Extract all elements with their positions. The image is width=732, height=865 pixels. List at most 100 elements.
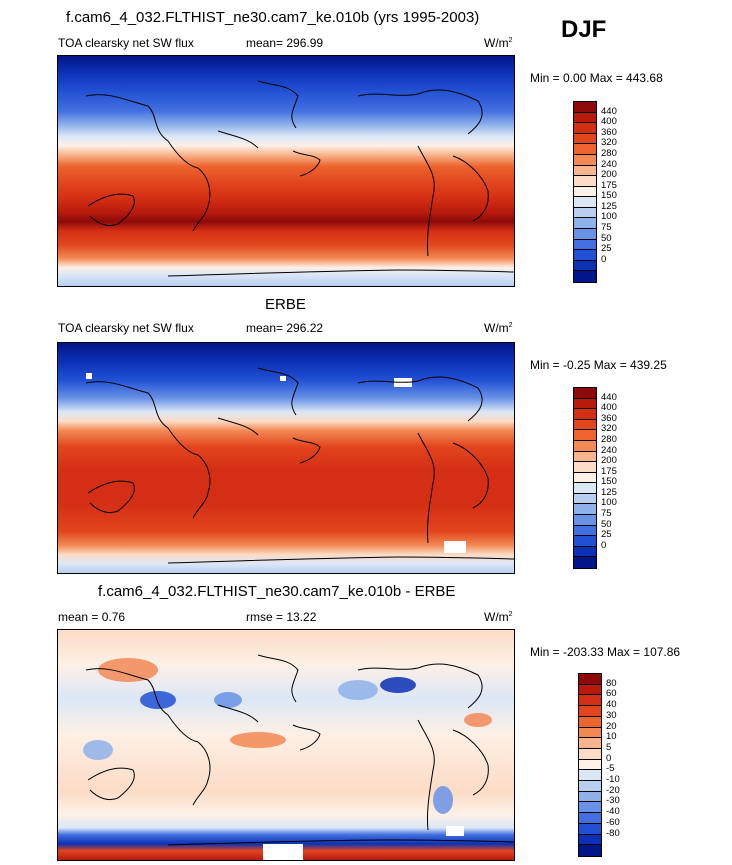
colorbar-tick-label: 320 [601, 137, 617, 149]
colorbar-tick-label: 0 [606, 752, 612, 764]
colorbar-box [574, 409, 596, 420]
colorbar-tick-label: 30 [606, 709, 617, 721]
panel1-minmax: Min = 0.00 Max = 443.68 [530, 71, 663, 85]
colorbar-tick-label: 40 [606, 699, 617, 711]
colorbar-box [579, 813, 601, 824]
colorbar-tick-label: 440 [601, 391, 617, 403]
colorbar-box [574, 546, 596, 558]
colorbar-tick-label: 50 [601, 518, 612, 530]
colorbar-box [574, 207, 596, 219]
panel1-field-label: TOA clearsky net SW flux [58, 36, 194, 50]
colorbar-box [574, 462, 596, 473]
panel3-map [57, 629, 515, 861]
colorbar-box [574, 430, 596, 441]
colorbar-tick-label: 80 [606, 677, 617, 689]
colorbar-box [579, 781, 601, 792]
panel3-mean: mean = 0.76 [58, 610, 126, 624]
colorbar-tick-label: 100 [601, 211, 617, 223]
colorbar-tick-label: -20 [606, 784, 620, 796]
colorbar-tick-label: 150 [601, 476, 617, 488]
panel3-rmse: rmse = 13.22 [246, 610, 317, 624]
colorbar-tick-label: 25 [601, 529, 612, 541]
colorbar-box [574, 451, 596, 463]
colorbar-tick-label: -60 [606, 816, 620, 828]
colorbar-box [579, 716, 601, 728]
colorbar-tick-label: 10 [606, 731, 617, 743]
panel3-title: f.cam6_4_032.FLTHIST_ne30.cam7_ke.010b -… [98, 583, 456, 600]
colorbar-box [579, 738, 601, 749]
colorbar-tick-label: 400 [601, 116, 617, 128]
colorbar-box [579, 770, 601, 782]
panel2-units: W/m2 [484, 321, 513, 335]
colorbar-tick-label: 400 [601, 402, 617, 414]
colorbar-box [579, 706, 601, 717]
colorbar-tick-label: 175 [601, 179, 617, 191]
colorbar-box [579, 684, 601, 696]
colorbar-box [574, 218, 596, 230]
colorbar-tick-label: -5 [606, 763, 615, 775]
colorbar-box [579, 802, 601, 814]
colorbar-tick-label: 200 [601, 169, 617, 181]
panel2-colorbar-ticks: 440 400 360 320 280 240 200 175 150 125 100 75 50 25 0 [601, 387, 641, 567]
colorbar-tick-label: 0 [601, 539, 607, 551]
season-label: DJF [561, 16, 607, 43]
panel3-colorbar [578, 673, 602, 857]
colorbar-box [579, 834, 601, 846]
panel1-title: f.cam6_4_032.FLTHIST_ne30.cam7_ke.010b (… [66, 9, 480, 26]
panel2-minmax: Min = -0.25 Max = 439.25 [530, 358, 667, 372]
colorbar-tick-label: 25 [601, 243, 612, 255]
colorbar-tick-label: -40 [606, 806, 620, 818]
colorbar-box [574, 154, 596, 166]
colorbar-tick-label: 200 [601, 455, 617, 467]
panel2-mean: mean= 296.22 [246, 321, 324, 335]
colorbar-box [579, 727, 601, 739]
colorbar-tick-label: 60 [606, 688, 617, 700]
colorbar-box [574, 388, 596, 399]
colorbar-tick-label: 50 [601, 232, 612, 244]
colorbar-box [574, 165, 596, 177]
colorbar-tick-label: 175 [601, 465, 617, 477]
colorbar-box [579, 759, 601, 771]
colorbar-box [579, 791, 601, 803]
colorbar-box [579, 674, 601, 685]
colorbar-box [574, 271, 596, 282]
colorbar-box [574, 419, 596, 431]
panel2-field-label: TOA clearsky net SW flux [58, 321, 194, 335]
panel1-units: W/m2 [484, 36, 513, 50]
colorbar-box [579, 748, 601, 760]
colorbar-box [574, 493, 596, 505]
colorbar-tick-label: 320 [601, 423, 617, 435]
colorbar-box [579, 695, 601, 707]
colorbar-box [574, 197, 596, 208]
colorbar-box [574, 112, 596, 124]
colorbar-box [574, 504, 596, 516]
colorbar-tick-label: 75 [601, 508, 612, 520]
panel1-colorbar [573, 101, 597, 283]
colorbar-box [579, 823, 601, 835]
colorbar-tick-label: -10 [606, 774, 620, 786]
colorbar-tick-label: 125 [601, 200, 617, 212]
colorbar-tick-label: 240 [601, 444, 617, 456]
colorbar-tick-label: 20 [606, 720, 617, 732]
colorbar-box [574, 123, 596, 134]
panel3-colorbar-ticks: 80 60 40 30 20 10 5 0 -5 -10 -20 -30 -40 -60 -80 [606, 673, 646, 855]
panel2-map [57, 342, 515, 574]
colorbar-tick-label: 100 [601, 497, 617, 509]
colorbar-box [574, 515, 596, 526]
colorbar-tick-label: 280 [601, 147, 617, 159]
colorbar-box [574, 260, 596, 272]
colorbar-box [574, 133, 596, 145]
colorbar-tick-label: 0 [601, 253, 607, 265]
colorbar-tick-label: 440 [601, 105, 617, 117]
colorbar-box [574, 186, 596, 198]
colorbar-box [574, 440, 596, 452]
colorbar-tick-label: -80 [606, 827, 620, 839]
panel3-units: W/m2 [484, 610, 513, 624]
colorbar-tick-label: 125 [601, 486, 617, 498]
panel1-map [57, 55, 515, 287]
panel1-colorbar-ticks: 440 400 360 320 280 240 200 175 150 125 100 75 50 25 0 [601, 101, 641, 281]
colorbar-box [574, 398, 596, 410]
colorbar-tick-label: 75 [601, 222, 612, 234]
colorbar-box [574, 239, 596, 251]
colorbar-tick-label: 360 [601, 126, 617, 138]
